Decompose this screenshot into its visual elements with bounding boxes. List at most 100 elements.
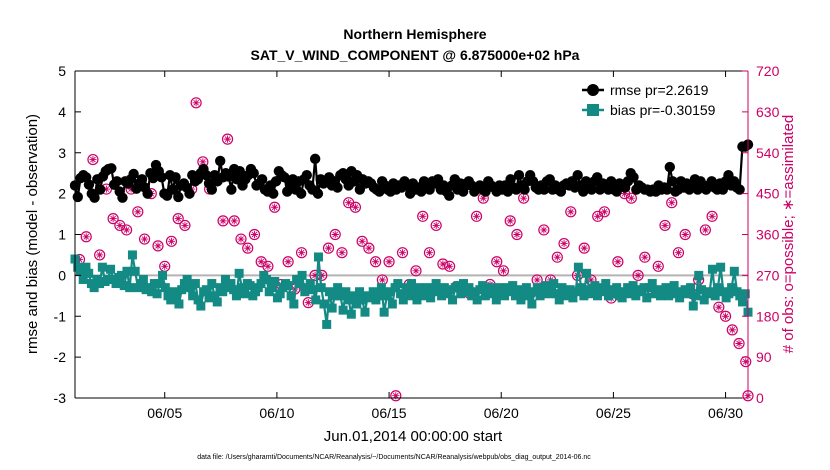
rmse-point: [734, 184, 745, 195]
obs-possible-marker: [349, 201, 362, 213]
obs-assimilated-marker: [701, 226, 709, 234]
bias-point: [117, 270, 127, 280]
obs-assimilated-marker: [223, 135, 232, 143]
bias-point: [431, 279, 441, 289]
y-tick-label: 4: [58, 104, 66, 120]
bias-point: [97, 262, 107, 272]
x-tick-label: 06/20: [484, 405, 519, 421]
obs-point: [295, 247, 308, 259]
rmse-point: [147, 172, 159, 184]
bias-point: [119, 281, 129, 291]
obs-point: [242, 242, 254, 254]
obs-point: [491, 256, 503, 268]
obs-point: [679, 228, 691, 241]
obs-point: [94, 249, 106, 261]
rmse-point: [170, 172, 181, 183]
obs-assimilated-marker: [634, 271, 642, 279]
y2-tick-label: 270: [756, 267, 780, 283]
obs-possible-marker: [511, 228, 523, 241]
obs-assimilated-marker: [140, 235, 149, 243]
obs-point: [269, 201, 281, 213]
obs-possible-marker: [217, 215, 229, 227]
bias-point: [694, 270, 704, 280]
bias-point: [568, 293, 578, 303]
bias-point: [294, 279, 304, 289]
obs-possible-marker: [659, 219, 671, 232]
rmse-point: [309, 153, 321, 165]
y-tick-label: -3: [54, 390, 67, 406]
obs-assimilated-marker: [520, 194, 528, 202]
bias-point: [78, 274, 88, 284]
bias-point: [590, 281, 600, 291]
obs-possible-marker: [138, 233, 151, 245]
obs-point: [179, 219, 191, 232]
bias-point: [524, 291, 534, 301]
rmse-point: [156, 172, 167, 183]
bias-point: [713, 283, 723, 293]
bias-point: [210, 291, 220, 301]
bias-point: [412, 295, 422, 305]
x-tick-label: 06/10: [259, 405, 294, 421]
rmse-point: [513, 170, 525, 181]
obs-assimilated-marker: [134, 208, 142, 216]
bias-point: [127, 250, 137, 260]
obs-assimilated-marker: [654, 262, 662, 270]
x-tick-label: 06/25: [596, 405, 631, 421]
obs-assimilated-marker: [472, 212, 481, 220]
bias-point: [576, 283, 586, 293]
x-tick-label: 06/05: [147, 405, 182, 421]
rmse-point: [586, 184, 597, 195]
rmse-point: [505, 174, 516, 185]
obs-assimilated-marker: [560, 239, 568, 248]
bias-point: [562, 291, 572, 301]
rmse-point: [215, 155, 226, 167]
y2-tick-label: 0: [756, 390, 764, 406]
obs-possible-marker: [423, 247, 436, 259]
bias-point: [152, 289, 162, 299]
obs-assimilated-marker: [506, 217, 514, 225]
y-tick-label: 2: [58, 186, 66, 202]
obs-assimilated-marker: [365, 244, 373, 252]
y-axis-label: rmse and bias (model - observation): [24, 114, 41, 354]
y2-tick-label: 720: [756, 63, 780, 79]
rmse-point: [206, 184, 218, 195]
bias-point: [439, 283, 449, 293]
obs-point: [578, 242, 590, 254]
obs-point: [518, 192, 530, 204]
rmse-point: [94, 184, 106, 195]
bias-point: [262, 274, 272, 284]
bias-point: [729, 266, 739, 276]
obs-point: [396, 247, 409, 259]
obs-point: [672, 247, 685, 259]
bias-point: [445, 285, 455, 295]
x-tick-label: 06/15: [372, 405, 407, 421]
obs-assimilated-marker: [127, 185, 135, 193]
obs-assimilated-marker: [439, 260, 447, 268]
chart-title: Northern Hemisphere: [343, 26, 486, 42]
bias-point: [415, 283, 425, 293]
bias-point: [286, 291, 296, 301]
bias-point: [341, 287, 351, 297]
legend: rmse pr=2.2619 bias pr=-0.30159: [582, 82, 716, 118]
bias-point: [289, 299, 299, 309]
bias-point: [218, 287, 228, 297]
y-tick-label: 1: [58, 227, 66, 243]
obs-point: [538, 224, 550, 236]
bias-point: [521, 283, 531, 293]
obs-point: [235, 233, 247, 245]
obs-possible-marker: [726, 324, 738, 336]
obs-assimilated-marker: [358, 237, 366, 245]
rmse-point: [106, 163, 117, 174]
obs-possible-marker: [551, 251, 563, 263]
bias-point: [379, 307, 389, 317]
rmse-point: [664, 161, 676, 173]
y2-tick-label: 90: [756, 349, 772, 365]
bias-point: [664, 291, 674, 301]
bias-point: [603, 291, 613, 301]
y-tick-label: 0: [58, 267, 66, 283]
bias-point: [196, 301, 206, 311]
obs-possible-marker: [625, 192, 637, 204]
bias-point: [426, 293, 436, 303]
obs-possible-marker: [322, 242, 335, 254]
rmse-point: [416, 186, 427, 197]
